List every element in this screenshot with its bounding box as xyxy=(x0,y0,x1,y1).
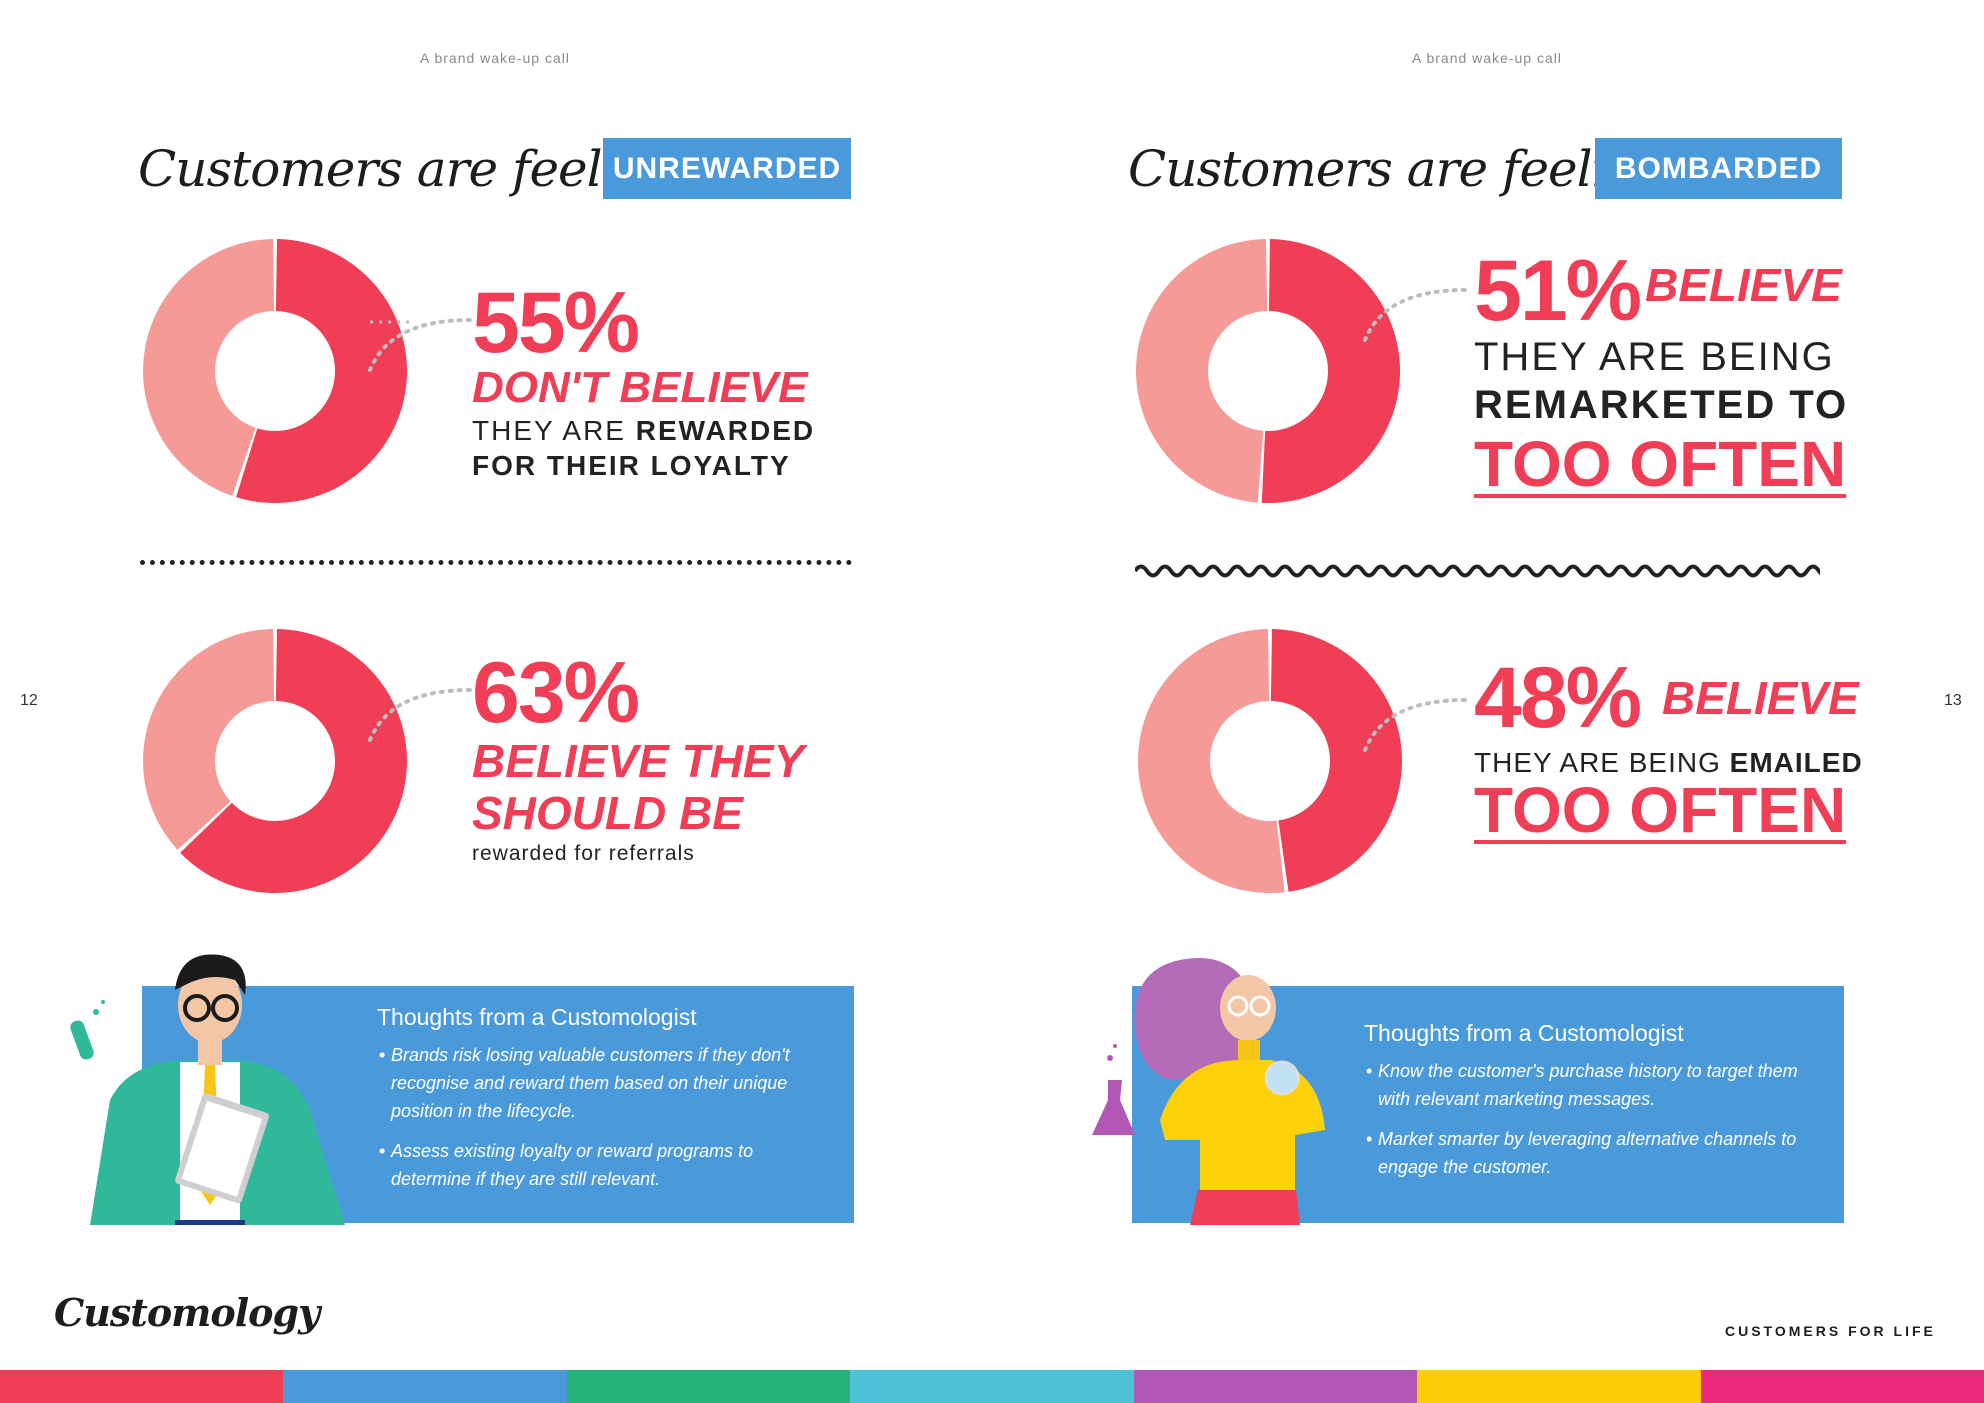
color-stripe xyxy=(0,1370,285,1403)
stat-51-line2: THEY ARE BEING xyxy=(1474,335,1835,379)
color-stripe xyxy=(850,1370,1135,1403)
running-head-left: A brand wake-up call xyxy=(420,50,570,66)
tag-bombarded: BOMBARDED xyxy=(1595,138,1842,199)
donut-slice-highlight xyxy=(1270,629,1403,892)
donut-slice-highlight xyxy=(180,629,407,893)
stat-48-too-often: TOO OFTEN xyxy=(1474,774,1847,846)
color-stripe xyxy=(1417,1370,1702,1403)
color-stripe xyxy=(283,1370,568,1403)
leader-line-4 xyxy=(1363,698,1467,752)
donut-chart-51 xyxy=(1136,239,1400,504)
color-stripe xyxy=(566,1370,852,1403)
stat-55-line2: THEY ARE REWARDED xyxy=(472,415,816,446)
donut-slice-highlight xyxy=(236,239,407,503)
color-stripe xyxy=(1700,1370,1984,1403)
stat-63-line2: SHOULD BE xyxy=(472,787,743,839)
customology-logo: Customology xyxy=(54,1290,320,1335)
stat-48-believe: BELIEVE xyxy=(1662,672,1859,724)
dotted-divider xyxy=(140,560,852,565)
thought-item: Assess existing loyalty or reward progra… xyxy=(379,1137,837,1193)
color-stripe xyxy=(1133,1370,1419,1403)
stat-55-line3: FOR THEIR LOYALTY xyxy=(472,450,791,481)
tagline: CUSTOMERS FOR LIFE xyxy=(1725,1323,1936,1339)
stat-55-value: 55% xyxy=(472,275,640,371)
page-number-left: 12 xyxy=(20,692,38,709)
stat-51-value: 51% xyxy=(1474,243,1642,339)
leader-line-2 xyxy=(368,688,472,742)
stat-51-line3: REMARKETED TO xyxy=(1474,383,1849,427)
stat-51-believe: BELIEVE xyxy=(1645,259,1842,311)
scientist-illustration xyxy=(70,954,345,1225)
donut-slice-remainder xyxy=(1136,239,1268,503)
tag-unrewarded: UNREWARDED xyxy=(603,138,851,199)
stat-48-line2: THEY ARE BEING EMAILED xyxy=(1474,747,1863,778)
wavy-divider xyxy=(1135,564,1820,578)
stat-63-line1: BELIEVE THEY xyxy=(472,735,805,787)
donut-slice-remainder xyxy=(142,239,275,496)
stat-48-value: 48% xyxy=(1474,650,1642,746)
donut-chart-48 xyxy=(1138,629,1403,893)
running-head-right: A brand wake-up call xyxy=(1412,50,1562,66)
donut-slice-remainder xyxy=(1138,629,1285,893)
page-number-right: 13 xyxy=(1944,692,1962,709)
stat-55-line1: DON'T BELIEVE xyxy=(472,363,808,412)
donut-slice-remainder xyxy=(143,629,275,850)
thought-item: Market smarter by leveraging alternative… xyxy=(1366,1125,1824,1181)
stat-63-value: 63% xyxy=(472,645,640,741)
leader-line-3 xyxy=(1363,288,1467,342)
donut-chart-55 xyxy=(142,239,410,503)
donut-slice-highlight xyxy=(1261,239,1400,504)
stat-63-line3: rewarded for referrals xyxy=(472,842,695,865)
thoughts-title-left: Thoughts from a Customologist xyxy=(377,1004,697,1030)
donut-chart-63 xyxy=(143,629,407,893)
woman-illustration xyxy=(1092,958,1325,1225)
thoughts-title-right: Thoughts from a Customologist xyxy=(1364,1020,1684,1046)
leader-line-1 xyxy=(368,318,472,372)
thought-item: Brands risk losing valuable customers if… xyxy=(379,1041,837,1125)
thought-item: Know the customer's purchase history to … xyxy=(1366,1057,1824,1113)
stat-51-too-often: TOO OFTEN xyxy=(1474,428,1847,500)
